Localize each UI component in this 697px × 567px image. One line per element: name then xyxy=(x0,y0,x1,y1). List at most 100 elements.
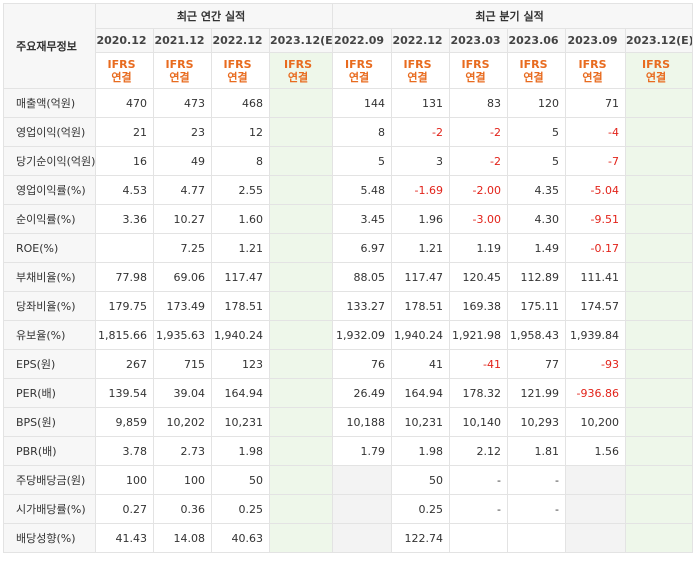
quarter-value-cell: 1,932.09 xyxy=(332,320,393,350)
annual-value-cell xyxy=(268,436,334,466)
quarter-value-cell: 0.25 xyxy=(391,494,451,524)
quarter-value-cell: 10,293 xyxy=(507,407,567,437)
annual-value-cell: 1.98 xyxy=(211,436,270,466)
consolidated-label: 연결 xyxy=(582,70,603,84)
row-label: 시가배당률(%) xyxy=(3,494,96,524)
quarter-value-cell xyxy=(625,494,694,524)
annual-value-cell xyxy=(268,88,334,118)
quarter-value-cell: 164.94 xyxy=(391,378,451,408)
quarter-value-cell: 5 xyxy=(507,117,567,147)
ifrs-label: IFRS xyxy=(223,57,252,71)
quarter-value-cell: 6.97 xyxy=(332,233,393,263)
quarter-value-cell: 41 xyxy=(391,349,451,379)
quarter-value-cell: -0.17 xyxy=(565,233,627,263)
row-label: EPS(원) xyxy=(3,349,96,379)
annual-value-cell: 4.77 xyxy=(153,175,212,205)
quarter-value-cell xyxy=(565,494,627,524)
annual-value-cell: 12 xyxy=(211,117,270,147)
row-label: 당좌비율(%) xyxy=(3,291,96,321)
quarter-value-cell: 133.27 xyxy=(332,291,393,321)
annual-value-cell: 3.78 xyxy=(95,436,154,466)
ifrs-label: IFRS xyxy=(578,57,607,71)
quarter-value-cell: 1.79 xyxy=(332,436,393,466)
quarter-value-cell: 131 xyxy=(391,88,451,118)
annual-value-cell: 1.21 xyxy=(211,233,270,263)
quarter-value-cell: 174.57 xyxy=(565,291,627,321)
annual-value-cell: 267 xyxy=(95,349,154,379)
annual-value-cell: 3.36 xyxy=(95,204,154,234)
row-label: ROE(%) xyxy=(3,233,96,263)
ifrs-badge: IFRS 연결 xyxy=(391,52,451,89)
annual-value-cell: 49 xyxy=(153,146,212,176)
quarter-value-cell: 2.12 xyxy=(449,436,509,466)
quarter-value-cell: 10,140 xyxy=(449,407,509,437)
annual-value-cell: 473 xyxy=(153,88,212,118)
quarter-value-cell: -4 xyxy=(565,117,627,147)
quarter-value-cell: 1.96 xyxy=(391,204,451,234)
quarter-value-cell: 117.47 xyxy=(391,262,451,292)
quarter-value-cell: - xyxy=(507,494,567,524)
annual-value-cell: 8 xyxy=(211,146,270,176)
quarter-value-cell xyxy=(332,523,393,553)
annual-value-cell xyxy=(268,262,334,292)
quarter-value-cell: 169.38 xyxy=(449,291,509,321)
annual-value-cell: 14.08 xyxy=(153,523,212,553)
row-label: 주당배당금(원) xyxy=(3,465,96,495)
quarter-value-cell: -2 xyxy=(449,146,509,176)
consolidated-label: 연결 xyxy=(287,70,309,84)
annual-value-cell: 470 xyxy=(95,88,154,118)
quarter-value-cell: 1,958.43 xyxy=(507,320,567,350)
consolidated-label: 연결 xyxy=(645,70,667,84)
quarter-value-cell: 144 xyxy=(332,88,393,118)
annual-value-cell: 1,940.24 xyxy=(211,320,270,350)
period-header: 2021.12 xyxy=(153,28,212,53)
quarter-value-cell: 1.19 xyxy=(449,233,509,263)
annual-value-cell xyxy=(268,233,334,263)
annual-value-cell: 164.94 xyxy=(211,378,270,408)
table-row: 당기순이익(억원) 16 49 8 5 3 -2 5 -7 xyxy=(3,146,694,176)
annual-value-cell: 173.49 xyxy=(153,291,212,321)
annual-value-cell: 123 xyxy=(211,349,270,379)
quarter-value-cell: -93 xyxy=(565,349,627,379)
ifrs-label: IFRS xyxy=(284,57,312,71)
quarter-value-cell: 1.49 xyxy=(507,233,567,263)
quarter-value-cell xyxy=(625,146,694,176)
quarter-value-cell xyxy=(507,523,567,553)
annual-value-cell: 178.51 xyxy=(211,291,270,321)
quarter-value-cell: 1.21 xyxy=(391,233,451,263)
quarter-value-cell xyxy=(625,407,694,437)
table-row: EPS(원) 267 715 123 76 41 -41 77 -93 xyxy=(3,349,694,379)
ifrs-label: IFRS xyxy=(165,57,194,71)
table-row: 배당성향(%) 41.43 14.08 40.63 122.74 xyxy=(3,523,694,553)
annual-value-cell: 40.63 xyxy=(211,523,270,553)
annual-value-cell: 41.43 xyxy=(95,523,154,553)
quarter-value-cell xyxy=(332,465,393,495)
period-header: 2023.03 xyxy=(449,28,509,53)
quarter-value-cell: 26.49 xyxy=(332,378,393,408)
consolidated-label: 연결 xyxy=(407,70,428,84)
quarter-value-cell xyxy=(625,204,694,234)
quarter-value-cell: -2.00 xyxy=(449,175,509,205)
table-row: 순이익률(%) 3.36 10.27 1.60 3.45 1.96 -3.00 4.30 -9.… xyxy=(3,204,694,234)
row-label: 유보율(%) xyxy=(3,320,96,350)
table-row: 매출액(억원) 470 473 468 144 131 83 120 71 xyxy=(3,88,694,118)
quarter-value-cell xyxy=(332,494,393,524)
ifrs-label: IFRS xyxy=(642,57,671,71)
table-row: ROE(%) 7.25 1.21 6.97 1.21 1.19 1.49 -0.17 xyxy=(3,233,694,263)
quarter-value-cell: 10,231 xyxy=(391,407,451,437)
quarter-value-cell: -5.04 xyxy=(565,175,627,205)
annual-value-cell xyxy=(268,349,334,379)
annual-value-cell: 100 xyxy=(95,465,154,495)
quarter-value-cell: 83 xyxy=(449,88,509,118)
quarter-value-cell: 4.30 xyxy=(507,204,567,234)
quarter-value-cell: - xyxy=(449,494,509,524)
consolidated-label: 연결 xyxy=(227,70,248,84)
quarter-value-cell: -2 xyxy=(391,117,451,147)
quarter-value-cell: 50 xyxy=(391,465,451,495)
quarter-value-cell xyxy=(625,465,694,495)
ifrs-label: IFRS xyxy=(519,57,548,71)
quarter-value-cell xyxy=(625,436,694,466)
annual-value-cell xyxy=(268,465,334,495)
quarter-value-cell: 1.81 xyxy=(507,436,567,466)
ifrs-badge: IFRS 연결 xyxy=(211,52,270,89)
